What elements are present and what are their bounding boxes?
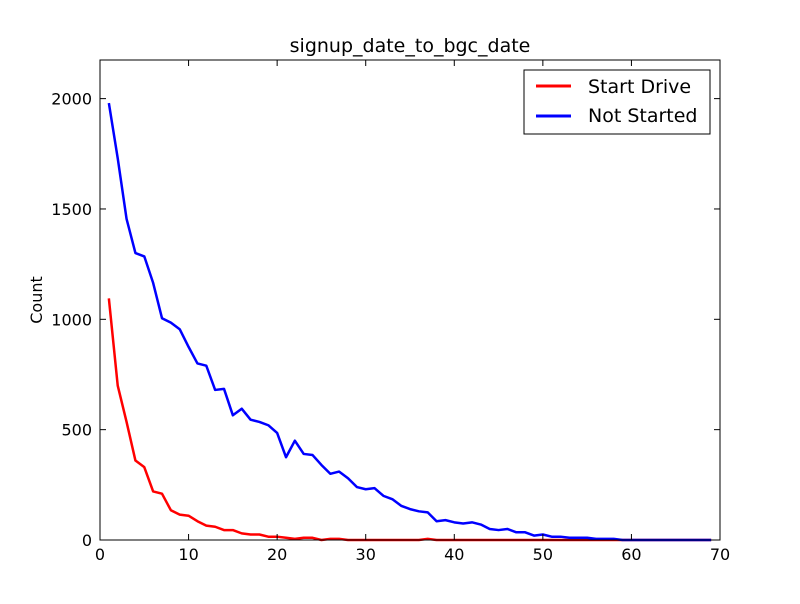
y-tick-label: 2000: [51, 90, 92, 109]
x-tick-label: 70: [710, 545, 730, 564]
x-tick-label: 20: [267, 545, 287, 564]
x-tick-label: 60: [621, 545, 641, 564]
x-tick-label: 50: [533, 545, 553, 564]
ticks: 0 10 20 30 40 50 60 70 0 500 1000 1500 2000: [51, 60, 730, 564]
y-axis-label: Count: [27, 276, 46, 324]
y-tick-label: 0: [82, 531, 92, 550]
plot-lines: [107, 102, 712, 542]
legend-label-not-started: Not Started: [588, 105, 698, 127]
y-tick-label: 1000: [51, 310, 92, 329]
series-line-start-drive: [107, 298, 712, 542]
y-tick-label: 1500: [51, 200, 92, 219]
chart-title: signup_date_to_bgc_date: [290, 35, 531, 57]
legend-label-start-drive: Start Drive: [588, 76, 691, 98]
y-tick-label: 500: [61, 421, 92, 440]
series-line-not-started: [107, 102, 712, 542]
x-tick-label: 0: [95, 545, 105, 564]
x-tick-label: 10: [178, 545, 198, 564]
x-tick-label: 40: [444, 545, 464, 564]
legend-box: [523, 69, 711, 135]
axes-frame: [99, 59, 721, 541]
x-tick-label: 30: [356, 545, 376, 564]
legend: Start Drive Not Started: [523, 69, 711, 135]
